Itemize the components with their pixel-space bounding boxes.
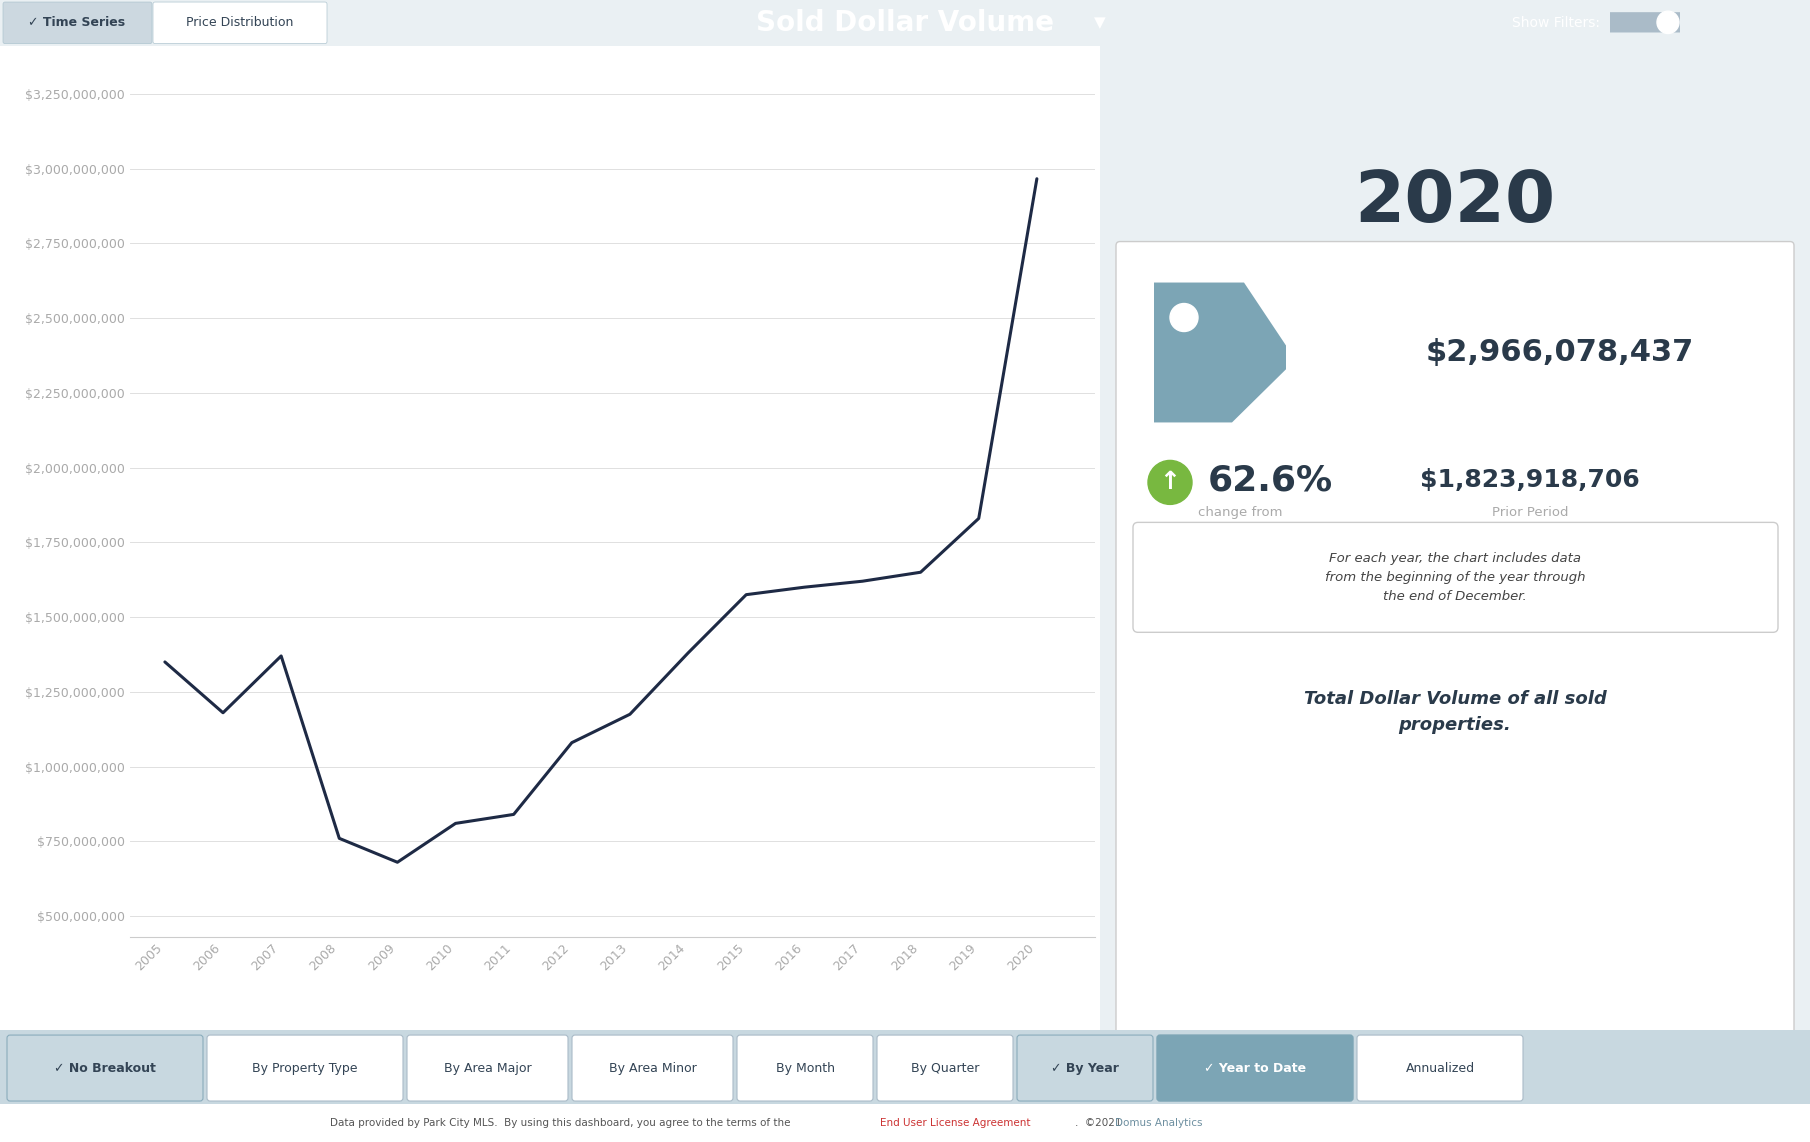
Text: ✓ No Breakout: ✓ No Breakout [54,1062,156,1075]
FancyBboxPatch shape [1611,13,1680,32]
FancyBboxPatch shape [1157,1035,1354,1101]
FancyBboxPatch shape [1133,522,1777,633]
FancyBboxPatch shape [0,1104,1810,1142]
Text: Data provided by Park City MLS.  By using this dashboard, you agree to the terms: Data provided by Park City MLS. By using… [329,1118,795,1128]
Text: ✓ Time Series: ✓ Time Series [29,16,125,30]
Text: Total Dollar Volume of all sold
properties.: Total Dollar Volume of all sold properti… [1303,690,1607,734]
Text: ↑: ↑ [1160,471,1180,494]
Text: By Property Type: By Property Type [252,1062,358,1075]
Text: change from: change from [1198,506,1281,518]
FancyBboxPatch shape [154,2,328,43]
Text: ✓ Year to Date: ✓ Year to Date [1204,1062,1307,1075]
Text: Annualized: Annualized [1405,1062,1475,1075]
Text: End User License Agreement: End User License Agreement [880,1118,1030,1128]
Circle shape [1656,11,1680,33]
FancyBboxPatch shape [407,1035,568,1101]
Text: By Area Minor: By Area Minor [608,1062,697,1075]
FancyBboxPatch shape [737,1035,872,1101]
Text: .  ©2021: . ©2021 [1075,1118,1124,1128]
Circle shape [1169,304,1198,331]
FancyBboxPatch shape [572,1035,733,1101]
Text: By Month: By Month [775,1062,834,1075]
FancyBboxPatch shape [0,46,1100,1030]
FancyBboxPatch shape [4,2,152,43]
Text: ▼: ▼ [1093,15,1106,31]
Text: $1,823,918,706: $1,823,918,706 [1421,468,1640,492]
FancyBboxPatch shape [1017,1035,1153,1101]
Text: For each year, the chart includes data
from the beginning of the year through
th: For each year, the chart includes data f… [1325,552,1586,603]
Text: By Quarter: By Quarter [910,1062,979,1075]
Text: ✓ By Year: ✓ By Year [1052,1062,1119,1075]
FancyBboxPatch shape [206,1035,404,1101]
Text: By Area Major: By Area Major [443,1062,532,1075]
FancyBboxPatch shape [878,1035,1014,1101]
Polygon shape [1155,282,1285,423]
Text: Show Filters:: Show Filters: [1511,16,1600,30]
Text: Domus Analytics: Domus Analytics [1115,1118,1202,1128]
Text: Prior Period: Prior Period [1491,506,1567,518]
Circle shape [1148,460,1193,505]
FancyBboxPatch shape [1117,242,1794,1034]
Text: Sold Dollar Volume: Sold Dollar Volume [757,9,1053,37]
Text: 2020: 2020 [1354,168,1555,238]
Text: $2,966,078,437: $2,966,078,437 [1426,338,1694,367]
FancyBboxPatch shape [0,1030,1810,1104]
Text: 62.6%: 62.6% [1207,464,1332,498]
FancyBboxPatch shape [1358,1035,1522,1101]
FancyBboxPatch shape [7,1035,203,1101]
Text: Price Distribution: Price Distribution [186,16,293,30]
